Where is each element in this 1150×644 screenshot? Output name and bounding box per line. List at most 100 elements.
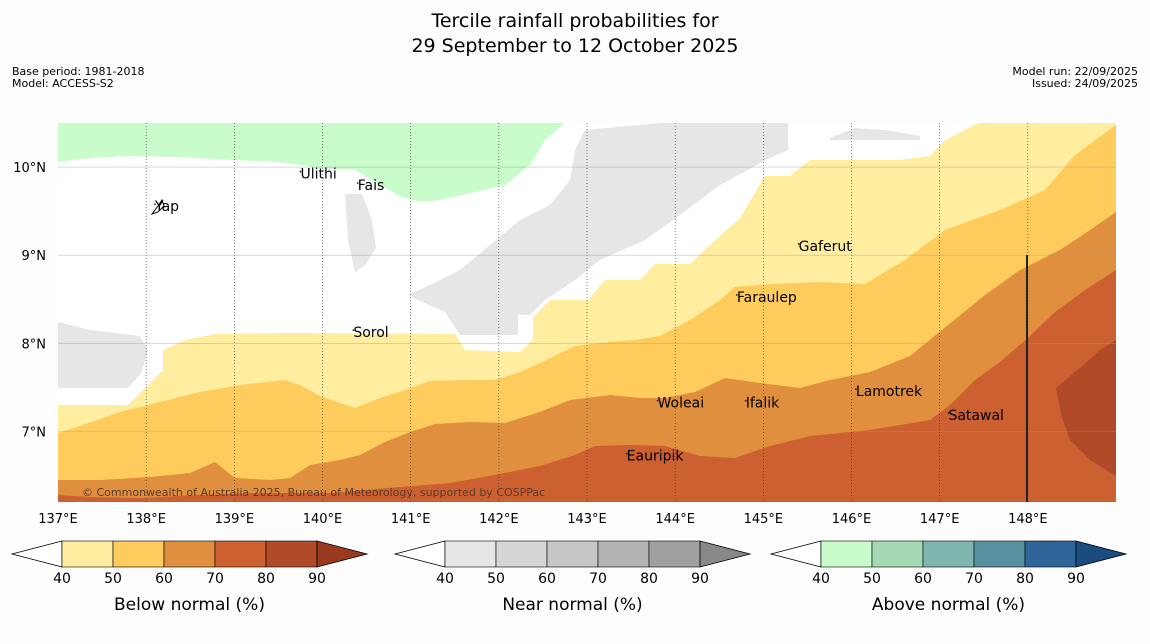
lat-axis: 10°N 9°N 8°N 7°N	[13, 161, 46, 440]
place-label: Eauripik	[627, 449, 685, 465]
base-period-text: Base period: 1981-2018	[12, 65, 145, 78]
lat-tick-label: 7°N	[22, 425, 47, 440]
lon-tick-label: 148°E	[1008, 512, 1048, 527]
region-near-40-50	[58, 322, 148, 388]
colorbar-under-triangle	[769, 540, 822, 568]
lon-tick-label: 141°E	[391, 512, 431, 527]
colorbar-tick-label: 60	[914, 571, 932, 587]
place-marker	[154, 203, 156, 205]
title-line-2: 29 September to 12 October 2025	[411, 35, 739, 57]
colorbar-segment	[214, 540, 267, 568]
lon-tick-label: 139°E	[215, 512, 255, 527]
colorbar-tick-label: 60	[155, 571, 173, 587]
places: Ulithi Fais Yap Gaferut Faraulep Sorol Lamotre…	[154, 167, 1004, 465]
copyright-text: © Commonwealth of Australia 2025, Bureau…	[82, 486, 545, 499]
meta-right: Model run: 22/09/2025 Issued: 24/09/2025	[1012, 66, 1138, 90]
colorbar-under-triangle	[393, 540, 446, 568]
lat-tick-label: 10°N	[13, 161, 46, 176]
lat-tick-label: 8°N	[22, 337, 47, 352]
place-label: Faraulep	[737, 290, 797, 306]
place-marker	[299, 170, 302, 173]
colorbar-tick-label: 90	[691, 571, 709, 587]
place-label: Gaferut	[799, 239, 853, 255]
place-label: Lamotrek	[856, 384, 923, 400]
colorbar-tick-label: 70	[589, 571, 607, 587]
colorbar-segment	[820, 540, 873, 568]
region-near-40-50	[345, 194, 376, 272]
colorbar: 40 50 60 70 80 90 Above normal (%)	[769, 540, 1128, 615]
lon-tick-label: 144°E	[655, 512, 695, 527]
colorbar-segment	[1024, 540, 1077, 568]
colorbar-tick-label: 60	[538, 571, 556, 587]
yap-island-icon	[150, 198, 165, 215]
place-label: Sorol	[353, 325, 388, 341]
colorbar-segment	[112, 540, 165, 568]
colorbar-segment	[597, 540, 650, 568]
colorbar-segment	[973, 540, 1026, 568]
lat-tick-label: 9°N	[22, 249, 47, 264]
colorbar-tick-label: 40	[53, 571, 71, 587]
gridlines	[58, 123, 1116, 502]
place-marker	[855, 388, 857, 391]
region-near-40-50	[408, 123, 788, 335]
colorbar-label: Near normal (%)	[502, 595, 642, 615]
colorbar-segment	[546, 540, 599, 568]
lon-tick-label: 145°E	[744, 512, 784, 527]
colorbar-tick-label: 80	[640, 571, 658, 587]
place-marker	[947, 412, 950, 414]
colorbar-segment	[444, 540, 497, 568]
colorbar-segment	[163, 540, 216, 568]
colorbar-segment	[61, 540, 114, 568]
place-label: Yap	[154, 199, 179, 215]
colorbar-under-triangle	[10, 540, 63, 568]
colorbar-tick-label: 50	[104, 571, 122, 587]
colorbar-over-triangle	[316, 540, 369, 568]
lon-tick-label: 142°E	[479, 512, 519, 527]
lon-axis: 137°E 138°E 139°E 140°E 141°E 142°E 143°E 144°E…	[38, 512, 1047, 527]
lon-tick-label: 138°E	[126, 512, 166, 527]
place-label: Ulithi	[300, 167, 336, 183]
colorbar-segment	[922, 540, 975, 568]
place-marker	[356, 182, 359, 184]
colorbar: 40 50 60 70 80 90 Near normal (%)	[393, 540, 752, 615]
title-line-1: Tercile rainfall probabilities for	[431, 10, 719, 32]
meta-left: Base period: 1981-2018 Model: ACCESS-S2	[12, 66, 144, 90]
colorbar-segment	[648, 540, 701, 568]
colorbar: 40 50 60 70 80 90 Below normal (%)	[10, 540, 369, 615]
place-label: Ifalik	[746, 396, 780, 412]
colorbar-tick-label: 80	[257, 571, 275, 587]
lon-tick-label: 146°E	[832, 512, 872, 527]
colorbar-tick-label: 40	[812, 571, 830, 587]
model-text: Model: ACCESS-S2	[12, 77, 114, 90]
colorbar-over-triangle	[699, 540, 752, 568]
place-label: Fais	[358, 178, 385, 194]
region-above-40-50	[58, 123, 565, 202]
colorbar-segment	[495, 540, 548, 568]
colorbar-tick-label: 70	[965, 571, 983, 587]
place-label: Satawal	[948, 408, 1003, 424]
colorbar-label: Below normal (%)	[114, 595, 265, 615]
region-near-40-50	[830, 128, 920, 140]
colorbar-tick-label: 70	[206, 571, 224, 587]
colorbar-over-triangle	[1075, 540, 1128, 568]
place-marker	[744, 399, 747, 402]
colorbar-tick-label: 40	[436, 571, 454, 587]
place-marker	[736, 294, 738, 296]
place-marker	[352, 329, 355, 331]
place-marker	[797, 243, 800, 245]
lon-tick-label: 143°E	[567, 512, 607, 527]
colorbars: 40 50 60 70 80 90 Below normal (%) 40 50 60 70 80 90…	[10, 540, 1128, 615]
colorbar-tick-label: 50	[487, 571, 505, 587]
colorbar-segment	[871, 540, 924, 568]
chart-title: Tercile rainfall probabilities for 29 Se…	[0, 9, 1150, 59]
colorbar-tick-label: 90	[308, 571, 326, 587]
colorbar-tick-label: 50	[863, 571, 881, 587]
place-marker	[625, 452, 628, 455]
colorbar-segment	[265, 540, 318, 568]
lon-tick-label: 140°E	[303, 512, 343, 527]
lon-tick-label: 147°E	[920, 512, 960, 527]
place-marker	[656, 399, 659, 402]
issued-text: Issued: 24/09/2025	[1031, 77, 1138, 90]
place-label: Woleai	[658, 396, 705, 412]
